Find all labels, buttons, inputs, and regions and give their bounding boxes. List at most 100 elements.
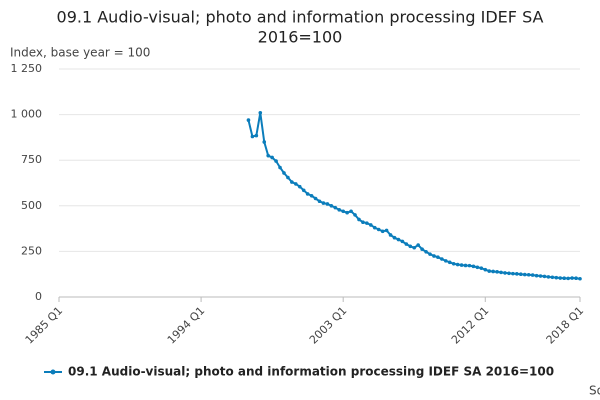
data-point (349, 209, 353, 214)
data-point (483, 267, 488, 272)
data-point (408, 244, 413, 249)
data-point (341, 209, 345, 214)
data-point (538, 274, 543, 278)
data-point (404, 242, 409, 246)
data-point (372, 225, 377, 230)
data-point (246, 118, 251, 122)
legend-marker (50, 369, 56, 375)
data-point (376, 227, 381, 232)
x-tick-label: 2018 Q1 (544, 304, 587, 347)
y-axis-label: Index, base year = 100 (10, 46, 150, 60)
x-tick-label: 1994 Q1 (165, 304, 208, 347)
y-tick-label: 500 (21, 199, 42, 212)
data-line (247, 112, 581, 280)
data-point (294, 182, 298, 186)
data-point (396, 237, 401, 242)
data-point (392, 235, 397, 240)
data-point (574, 276, 578, 281)
data-point (325, 202, 330, 206)
data-point (459, 263, 464, 267)
data-point (274, 159, 278, 163)
data-point (444, 259, 448, 263)
data-point (570, 276, 574, 280)
data-point (534, 273, 539, 278)
data-point (447, 260, 452, 265)
data-point (380, 229, 385, 234)
data-point (440, 257, 444, 261)
data-point (479, 266, 484, 270)
data-point (384, 228, 389, 233)
data-point (471, 264, 476, 269)
x-tick-label: 1985 Q1 (23, 304, 66, 347)
data-point (297, 184, 302, 189)
data-point (313, 196, 318, 201)
data-point (522, 272, 527, 277)
data-point (436, 255, 440, 260)
data-point (388, 233, 393, 237)
data-point (278, 165, 282, 170)
data-point (266, 153, 270, 158)
data-point (290, 180, 294, 184)
data-point (558, 276, 563, 280)
data-point (369, 223, 373, 227)
data-point (566, 276, 570, 281)
y-tick-label: 1 250 (11, 62, 43, 75)
data-point (526, 272, 531, 277)
data-point (329, 204, 334, 208)
data-point (424, 249, 428, 254)
data-point (321, 201, 326, 205)
y-tick-label: 250 (21, 244, 42, 257)
data-point (357, 217, 361, 222)
data-point (467, 263, 472, 268)
data-point (317, 199, 322, 204)
data-point (353, 213, 357, 217)
data-point (365, 221, 369, 225)
data-point (361, 220, 365, 225)
data-point (412, 245, 417, 250)
data-point (301, 188, 306, 193)
data-point (495, 270, 499, 274)
data-point (305, 192, 310, 196)
data-point (451, 262, 456, 266)
y-tick-label: 750 (21, 153, 42, 166)
x-tick-label: 2012 Q1 (449, 304, 492, 347)
data-point (530, 273, 535, 277)
data-point (286, 175, 290, 180)
chart-title: 09.1 Audio-visual; photo and information… (57, 8, 544, 27)
chart-title: 2016=100 (258, 28, 343, 47)
data-point (503, 271, 507, 275)
data-point (578, 276, 582, 281)
data-point (309, 193, 314, 198)
data-point (515, 272, 519, 276)
data-point (554, 275, 559, 280)
data-point (345, 210, 349, 215)
data-point (428, 252, 432, 256)
data-point (518, 272, 523, 277)
data-point (333, 205, 338, 210)
x-tick-label: 2003 Q1 (307, 304, 350, 347)
data-point (511, 271, 515, 276)
data-point (262, 140, 267, 144)
data-point (400, 239, 405, 244)
y-tick-label: 1 000 (11, 108, 43, 121)
data-point (562, 276, 567, 281)
source: Source: (589, 384, 600, 398)
data-point (420, 247, 424, 252)
data-point (499, 270, 503, 275)
data-point (507, 271, 511, 276)
data-point (254, 133, 259, 138)
data-point (487, 269, 492, 273)
data-point (416, 243, 420, 247)
data-point (258, 110, 263, 115)
data-point (282, 171, 286, 175)
data-point (432, 254, 436, 258)
y-tick-label: 0 (35, 290, 42, 303)
data-point (463, 263, 468, 268)
data-point (550, 275, 555, 280)
data-point (546, 275, 551, 279)
legend-label: 09.1 Audio-visual; photo and information… (68, 365, 554, 379)
data-point (542, 274, 547, 279)
data-point (270, 155, 274, 160)
data-point (491, 269, 495, 274)
